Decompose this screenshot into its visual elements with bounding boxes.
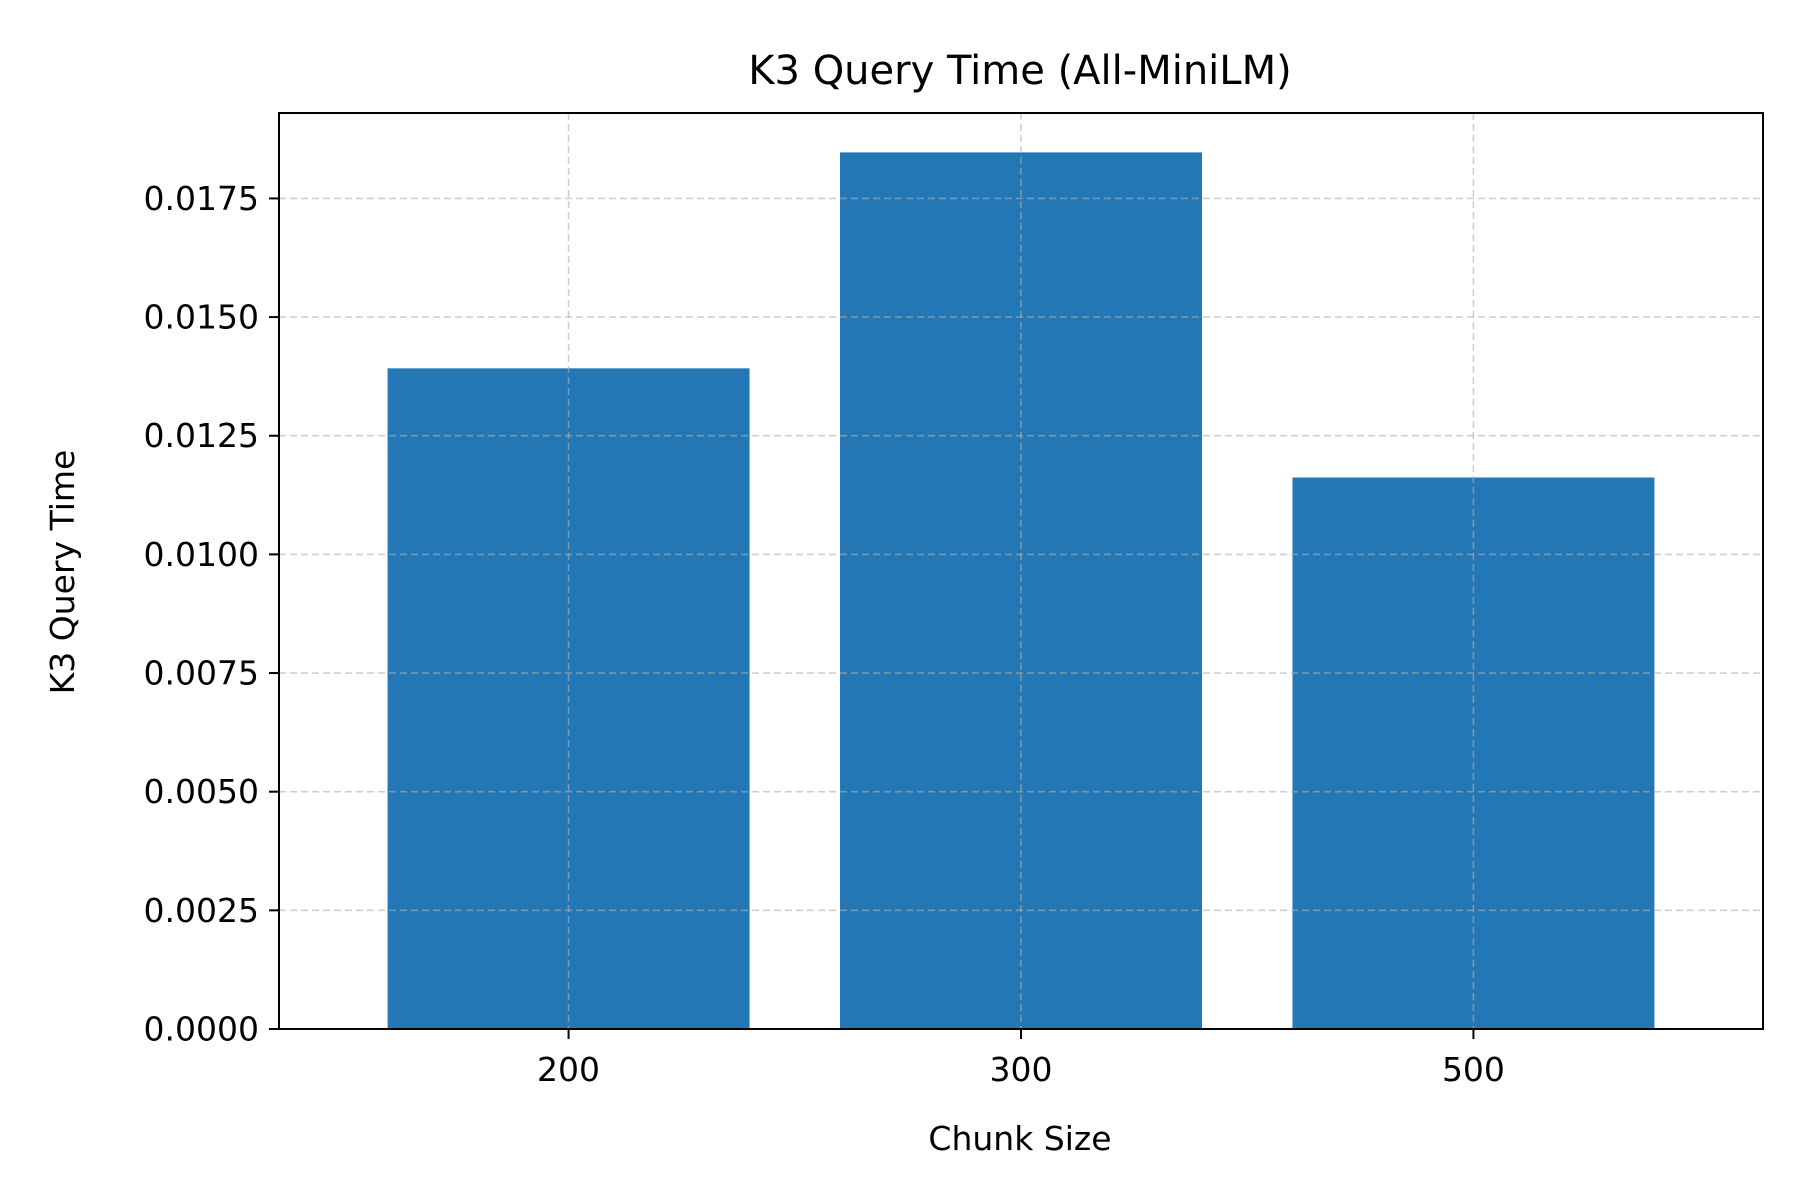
x-tick-label: 500 [1442,1050,1505,1089]
y-tick-label: 0.0150 [144,298,259,337]
y-tick-label: 0.0025 [144,891,259,930]
y-tick-label: 0.0050 [144,772,259,811]
x-tick-label: 300 [990,1050,1053,1089]
x-axis-label: Chunk Size [928,1119,1111,1158]
x-tick-label: 200 [537,1050,600,1089]
y-axis-label: K3 Query Time [43,450,82,695]
axes: 0.0000 0.0025 0.0050 0.0075 0.0100 0.0125 0.01… [144,112,1764,1089]
chart-title: K3 Query Time (All-MiniLM) [748,48,1291,94]
y-tick-label: 0.0175 [144,179,259,218]
y-tick-label: 0.0075 [144,654,259,693]
y-tick-label: 0.0000 [144,1010,259,1049]
y-tick-label: 0.0125 [144,416,259,455]
plot-frame [278,112,1764,1030]
y-tick-label: 0.0100 [144,535,259,574]
